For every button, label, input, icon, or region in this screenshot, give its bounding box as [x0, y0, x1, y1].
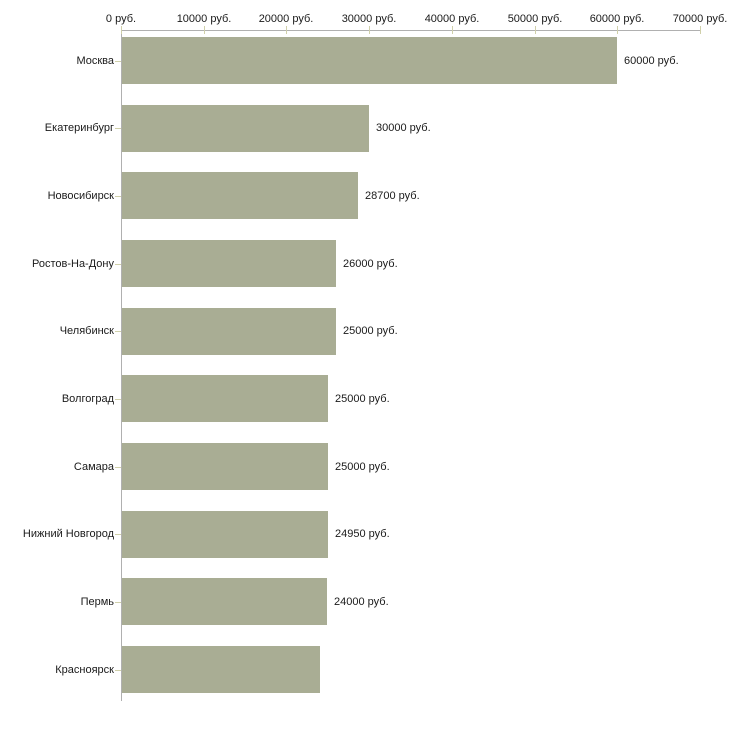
x-axis-tick: [121, 26, 122, 34]
category-label: Красноярск: [55, 664, 114, 676]
y-axis-line: [121, 30, 122, 701]
bar: [122, 37, 617, 84]
category-label: Новосибирск: [47, 190, 114, 202]
y-axis-tick: [115, 670, 121, 671]
category-label: Екатеринбург: [44, 122, 114, 134]
x-axis-tick: [204, 26, 205, 34]
category-label: Челябинск: [59, 325, 114, 337]
bar: [122, 172, 358, 219]
bar: [122, 578, 327, 625]
x-axis-tick-label: 50000 руб.: [507, 13, 563, 25]
x-axis-tick-label: 70000 руб.: [672, 13, 728, 25]
category-label: Пермь: [80, 596, 114, 608]
x-axis-tick-label: 60000 руб.: [589, 13, 645, 25]
value-label: 25000 руб.: [335, 461, 390, 473]
x-axis-tick-label: 20000 руб.: [258, 13, 314, 25]
y-axis-tick: [115, 602, 121, 603]
bar: [122, 375, 328, 422]
x-axis-tick-label: 10000 руб.: [176, 13, 232, 25]
value-label: 30000 руб.: [376, 122, 431, 134]
bar: [122, 308, 336, 355]
bar: [122, 105, 369, 152]
x-axis-line: [121, 30, 701, 31]
y-axis-tick: [115, 61, 121, 62]
x-axis-tick: [700, 26, 701, 34]
x-axis-tick: [452, 26, 453, 34]
bar: [122, 646, 320, 693]
x-axis-tick-label: 30000 руб.: [341, 13, 397, 25]
bar: [122, 240, 336, 287]
x-axis-tick: [617, 26, 618, 34]
bar: [122, 511, 328, 558]
y-axis-tick: [115, 264, 121, 265]
y-axis-tick: [115, 467, 121, 468]
category-label: Самара: [73, 461, 114, 473]
value-label: 26000 руб.: [343, 258, 398, 270]
category-label: Нижний Новгород: [22, 528, 114, 540]
value-label: 25000 руб.: [343, 325, 398, 337]
value-label: 28700 руб.: [365, 190, 420, 202]
x-axis-tick-label: 40000 руб.: [424, 13, 480, 25]
y-axis-tick: [115, 331, 121, 332]
bar: [122, 443, 328, 490]
category-label: Ростов-На-Дону: [31, 258, 114, 270]
category-label: Москва: [76, 55, 114, 67]
value-label: 25000 руб.: [335, 393, 390, 405]
category-label: Волгоград: [61, 393, 114, 405]
value-label: 24950 руб.: [335, 528, 390, 540]
x-axis-tick: [286, 26, 287, 34]
x-axis-tick: [369, 26, 370, 34]
y-axis-tick: [115, 128, 121, 129]
y-axis-tick: [115, 399, 121, 400]
y-axis-tick: [115, 196, 121, 197]
x-axis-tick-label: 0 руб.: [105, 13, 137, 25]
x-axis-tick: [535, 26, 536, 34]
y-axis-tick: [115, 534, 121, 535]
value-label: 60000 руб.: [624, 55, 679, 67]
value-label: 24000 руб.: [334, 596, 389, 608]
